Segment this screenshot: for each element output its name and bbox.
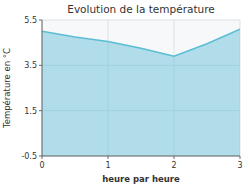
x-tick	[42, 156, 43, 159]
y-tick	[39, 110, 42, 111]
plot-area	[42, 29, 240, 156]
title: Evolution de la température	[67, 3, 214, 15]
x-tick-label: 2	[171, 161, 176, 170]
plot-background	[42, 20, 240, 156]
y-tick-label: 3.5	[24, 61, 37, 70]
y-axis-label: Température en °C	[2, 48, 12, 129]
y-tick	[39, 20, 42, 21]
x-tick	[174, 156, 175, 159]
grid-line	[42, 20, 43, 156]
y-tick-label: 1.5	[24, 107, 37, 116]
y-tick	[39, 65, 42, 66]
x-tick-label: 1	[105, 161, 110, 170]
area	[42, 29, 240, 156]
grid-line	[42, 156, 240, 157]
grid-line	[42, 20, 240, 21]
x-tick	[240, 156, 241, 159]
x-tick	[108, 156, 109, 159]
x-tick-label: 3	[237, 161, 242, 170]
x-axis	[42, 156, 240, 157]
line	[42, 29, 240, 56]
y-axis	[42, 20, 43, 156]
y-tick-label: -0.5	[21, 152, 37, 161]
x-axis-label: heure par heure	[102, 174, 180, 184]
x-tick-label: 0	[39, 161, 44, 170]
y-tick-label: 5.5	[24, 16, 37, 25]
chart: -0.5 1.5 3.5 5.5 0 1 2 3 Evolution de la tempéra…	[0, 0, 250, 188]
